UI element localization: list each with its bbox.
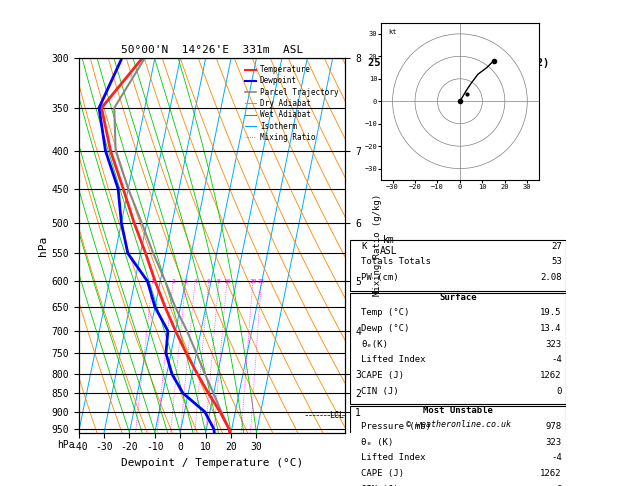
Text: PW (cm): PW (cm) <box>361 273 399 282</box>
Bar <box>350 293 566 404</box>
Text: -4: -4 <box>551 453 562 463</box>
X-axis label: Dewpoint / Temperature (°C): Dewpoint / Temperature (°C) <box>121 458 303 468</box>
Text: 19.5: 19.5 <box>540 308 562 317</box>
Legend: Temperature, Dewpoint, Parcel Trajectory, Dry Adiabat, Wet Adiabat, Isotherm, Mi: Temperature, Dewpoint, Parcel Trajectory… <box>242 62 342 145</box>
Text: Temp (°C): Temp (°C) <box>361 308 409 317</box>
Text: CAPE (J): CAPE (J) <box>361 371 404 380</box>
Text: © weatheronline.co.uk: © weatheronline.co.uk <box>406 420 511 429</box>
Text: 27: 27 <box>551 242 562 251</box>
Text: 0: 0 <box>557 485 562 486</box>
Bar <box>350 240 566 291</box>
Text: Most Unstable: Most Unstable <box>423 406 493 416</box>
Text: Lifted Index: Lifted Index <box>361 355 425 364</box>
Text: 25.05.2024  18GMT  (Base: 12): 25.05.2024 18GMT (Base: 12) <box>367 58 548 69</box>
Text: 6: 6 <box>207 279 211 284</box>
Text: 2: 2 <box>171 279 175 284</box>
Y-axis label: km
ASL: km ASL <box>380 235 398 256</box>
Text: 323: 323 <box>545 438 562 447</box>
Text: CIN (J): CIN (J) <box>361 387 399 396</box>
Text: -4: -4 <box>551 355 562 364</box>
Text: 978: 978 <box>545 422 562 431</box>
Text: θₑ (K): θₑ (K) <box>361 438 393 447</box>
Text: θₑ(K): θₑ(K) <box>361 340 388 349</box>
Text: 4: 4 <box>193 279 197 284</box>
Text: 20: 20 <box>249 279 257 284</box>
Text: CAPE (J): CAPE (J) <box>361 469 404 478</box>
Text: kt: kt <box>388 29 396 35</box>
Text: Surface: Surface <box>439 293 477 302</box>
Text: CIN (J): CIN (J) <box>361 485 399 486</box>
Text: Pressure (mb): Pressure (mb) <box>361 422 431 431</box>
Text: 3: 3 <box>184 279 187 284</box>
Text: Dewp (°C): Dewp (°C) <box>361 324 409 333</box>
Y-axis label: hPa: hPa <box>38 235 48 256</box>
Text: 1262: 1262 <box>540 371 562 380</box>
Text: 10: 10 <box>223 279 231 284</box>
Text: Totals Totals: Totals Totals <box>361 258 431 266</box>
Text: 1: 1 <box>150 279 154 284</box>
Bar <box>350 406 566 486</box>
Text: Mixing Ratio (g/kg): Mixing Ratio (g/kg) <box>373 194 382 296</box>
Text: 0: 0 <box>557 387 562 396</box>
Text: LCL: LCL <box>329 411 344 420</box>
Text: Lifted Index: Lifted Index <box>361 453 425 463</box>
Text: 25: 25 <box>258 279 265 284</box>
Text: K: K <box>361 242 366 251</box>
Text: 8: 8 <box>217 279 221 284</box>
Title: 50°00'N  14°26'E  331m  ASL: 50°00'N 14°26'E 331m ASL <box>121 45 303 55</box>
Text: 323: 323 <box>545 340 562 349</box>
Text: 53: 53 <box>551 258 562 266</box>
Text: 13.4: 13.4 <box>540 324 562 333</box>
Text: 1262: 1262 <box>540 469 562 478</box>
Text: 2.08: 2.08 <box>540 273 562 282</box>
Text: hPa: hPa <box>57 440 75 450</box>
